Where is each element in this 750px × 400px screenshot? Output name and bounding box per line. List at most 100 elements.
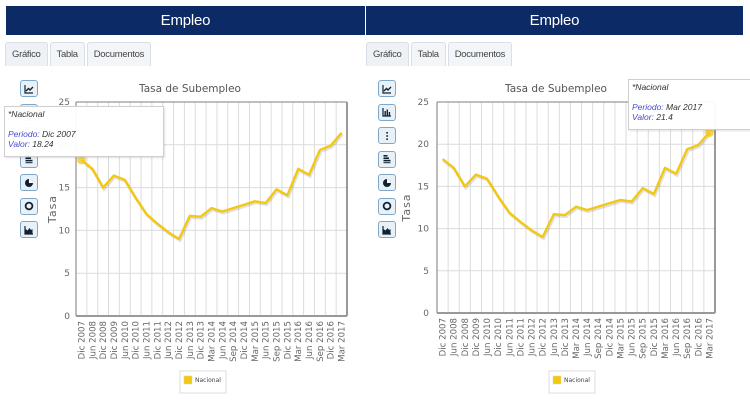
data-point[interactable] (134, 196, 138, 200)
x-tick-label: Mar 2015 (616, 318, 626, 359)
data-point[interactable] (166, 230, 170, 234)
pie-chart-button[interactable] (378, 174, 396, 191)
x-tick-label: Jun 2008 (88, 321, 98, 360)
data-point[interactable] (177, 237, 181, 241)
x-tick-label: Dic 2007 (77, 321, 87, 359)
x-tick-label: Jun 2015 (262, 321, 272, 360)
data-point[interactable] (674, 172, 678, 176)
data-point[interactable] (123, 178, 127, 182)
bar-chart-button[interactable] (378, 103, 396, 121)
pie-chart-button[interactable] (20, 174, 38, 191)
x-tick-label: Dic 2008 (461, 318, 471, 356)
data-point[interactable] (296, 167, 300, 171)
line-chart-button[interactable] (378, 80, 396, 97)
x-tick-label: Sep 2014 (594, 318, 604, 359)
data-point[interactable] (285, 193, 289, 197)
data-point[interactable] (307, 173, 311, 177)
dot-plot-button[interactable] (378, 127, 396, 144)
x-tick-label: Jun 2008 (450, 318, 460, 357)
highlighted-data-point[interactable] (76, 155, 86, 165)
section-header: Empleo (366, 6, 743, 35)
data-point[interactable] (329, 144, 333, 148)
tooltip-series: *Nacional (632, 82, 669, 92)
data-point[interactable] (618, 198, 622, 202)
tab-tabla[interactable]: Tabla (49, 42, 85, 66)
data-point[interactable] (663, 166, 667, 170)
data-point[interactable] (652, 192, 656, 196)
legend-label: Nacional (564, 377, 590, 384)
data-point[interactable] (441, 157, 445, 161)
x-tick-label: Sep 2015 (273, 321, 283, 362)
data-point[interactable] (242, 203, 246, 207)
data-point[interactable] (188, 214, 192, 218)
data-point[interactable] (253, 199, 257, 203)
data-point[interactable] (144, 212, 148, 216)
data-point[interactable] (530, 228, 534, 232)
data-point[interactable] (496, 195, 500, 199)
chart-tooltip: *Nacional Periodo: Dic 2007 Valor: 18.24 (4, 106, 164, 157)
data-point[interactable] (275, 187, 279, 191)
data-point[interactable] (596, 205, 600, 209)
data-point[interactable] (220, 210, 224, 214)
data-point[interactable] (101, 186, 105, 190)
data-point[interactable] (231, 206, 235, 210)
x-tick-label: Mar 2017 (705, 318, 715, 359)
data-point[interactable] (90, 167, 94, 171)
data-point[interactable] (340, 131, 344, 135)
area-chart-icon (24, 225, 33, 235)
data-point[interactable] (518, 220, 522, 224)
data-point[interactable] (552, 212, 556, 216)
donut-chart-icon (382, 201, 392, 211)
tab-grafico[interactable]: Gráfico (366, 42, 409, 66)
y-tick-label: 10 (418, 225, 430, 235)
line-chart-button[interactable] (20, 80, 38, 97)
panel-left: Empleo Gráfico Tabla Documentos Tasa de … (0, 0, 366, 400)
tab-documentos[interactable]: Documentos (447, 42, 513, 66)
y-axis-label: Tasa (400, 193, 413, 222)
area-chart-button[interactable] (20, 221, 38, 238)
data-point[interactable] (452, 166, 456, 170)
x-tick-label: Mar 2016 (294, 321, 304, 362)
data-point[interactable] (574, 205, 578, 209)
legend[interactable]: Nacional (179, 370, 227, 394)
x-tick-label: Jun 2015 (628, 318, 638, 357)
data-point[interactable] (318, 148, 322, 152)
data-point[interactable] (507, 211, 511, 215)
data-point[interactable] (641, 186, 645, 190)
data-point[interactable] (264, 201, 268, 205)
data-point[interactable] (607, 201, 611, 205)
data-point[interactable] (474, 173, 478, 177)
data-point[interactable] (585, 208, 589, 212)
data-point[interactable] (685, 147, 689, 151)
data-point[interactable] (485, 177, 489, 181)
y-tick-label: 15 (59, 184, 70, 194)
area-chart-button[interactable] (378, 221, 396, 238)
data-point[interactable] (630, 200, 634, 204)
y-tick-label: 0 (64, 312, 70, 322)
data-point[interactable] (199, 215, 203, 219)
tab-grafico[interactable]: Gráfico (5, 42, 48, 66)
data-point[interactable] (210, 206, 214, 210)
data-point[interactable] (463, 184, 467, 188)
tab-tabla[interactable]: Tabla (410, 42, 446, 66)
section-header: Empleo (6, 6, 365, 35)
data-point[interactable] (155, 222, 159, 226)
data-point[interactable] (696, 143, 700, 147)
legend[interactable]: Nacional (548, 370, 596, 394)
area-chart-icon (382, 225, 391, 235)
horizontal-bar-button[interactable] (378, 150, 396, 168)
donut-chart-button[interactable] (20, 197, 38, 215)
x-tick-label: Dic 2014 (605, 318, 615, 356)
data-point[interactable] (563, 213, 567, 217)
x-tick-label: Jun 2010 (483, 318, 493, 357)
tooltip-series: *Nacional (8, 109, 45, 119)
highlighted-data-point[interactable] (704, 127, 714, 137)
tab-documentos[interactable]: Documentos (86, 42, 152, 66)
x-tick-label: Jun 2014 (218, 321, 228, 360)
donut-chart-button[interactable] (378, 197, 396, 215)
tab-bar: Gráfico Tabla Documentos (366, 42, 514, 66)
y-tick-label: 20 (418, 140, 430, 150)
data-point[interactable] (541, 235, 545, 239)
data-point[interactable] (112, 174, 116, 178)
x-tick-label: Jun 2016 (672, 318, 682, 357)
